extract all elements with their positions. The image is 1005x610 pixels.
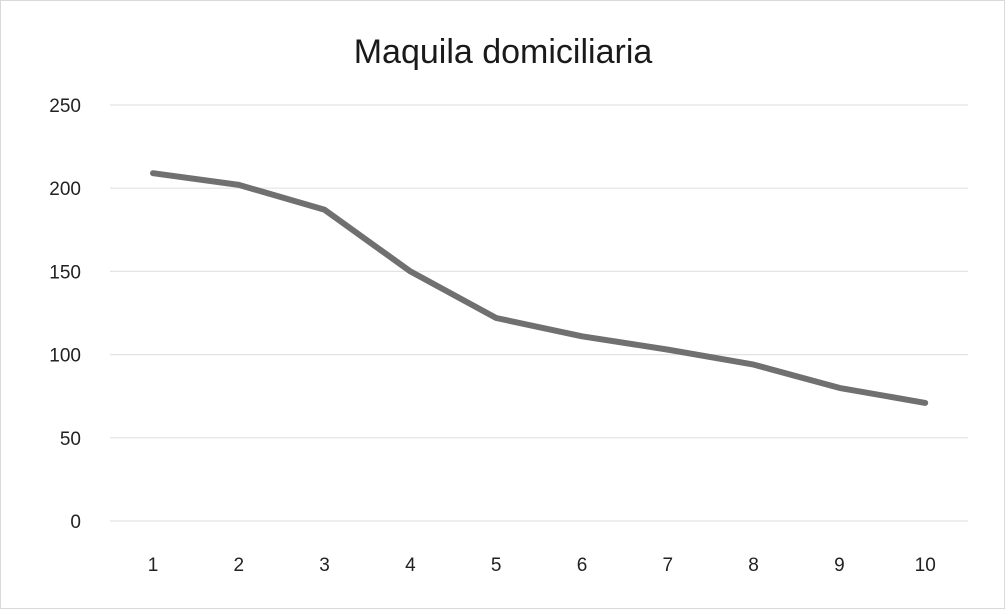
y-tick-label: 200 — [49, 179, 81, 200]
x-tick-label: 5 — [491, 555, 502, 576]
x-tick-label: 8 — [748, 555, 759, 576]
x-tick-label: 1 — [148, 555, 159, 576]
y-tick-label: 50 — [60, 429, 81, 450]
x-tick-label: 3 — [319, 555, 330, 576]
y-axis-ticks: 0 50 100 150 200 250 — [49, 96, 81, 533]
x-tick-label: 4 — [405, 555, 416, 576]
x-tick-label: 7 — [663, 555, 674, 576]
x-axis-ticks: 1 2 3 4 5 6 7 8 9 10 — [148, 555, 936, 576]
gridlines — [110, 105, 968, 521]
y-tick-label: 0 — [70, 512, 81, 533]
series-line — [153, 173, 925, 403]
x-tick-label: 9 — [834, 555, 845, 576]
y-tick-label: 100 — [49, 346, 81, 367]
y-tick-label: 250 — [49, 96, 81, 117]
x-tick-label: 2 — [234, 555, 245, 576]
chart-title: Maquila domiciliaria — [354, 33, 653, 71]
x-tick-label: 6 — [577, 555, 588, 576]
x-tick-label: 10 — [915, 555, 936, 576]
y-tick-label: 150 — [49, 262, 81, 283]
series-layer — [153, 173, 925, 403]
